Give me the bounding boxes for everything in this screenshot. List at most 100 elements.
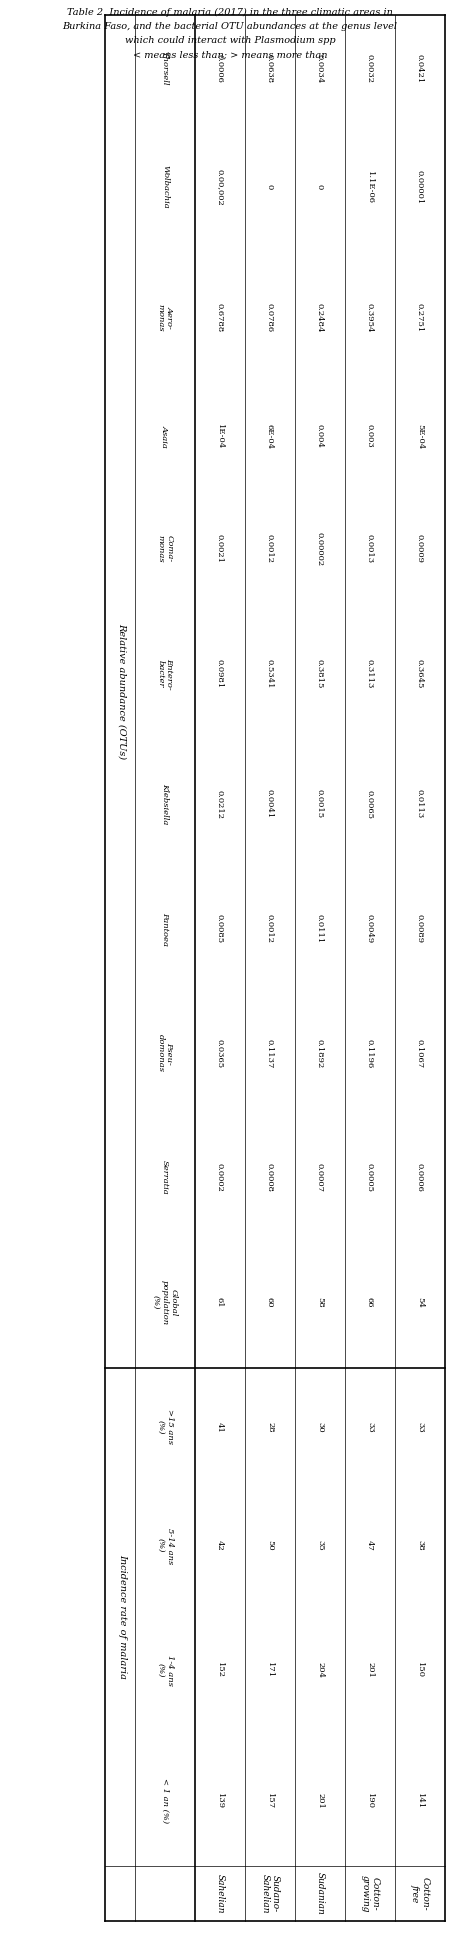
Text: 201: 201	[365, 1663, 373, 1679]
Text: 0.00,002: 0.00,002	[216, 168, 224, 205]
Text: 0.0008: 0.0008	[265, 1164, 274, 1193]
Text: 28: 28	[265, 1421, 274, 1433]
Text: 171: 171	[265, 1663, 274, 1679]
Text: 152: 152	[216, 1663, 224, 1679]
Text: 30: 30	[315, 1421, 323, 1433]
Text: 54: 54	[415, 1297, 423, 1309]
Text: 0.0981: 0.0981	[216, 658, 224, 687]
Text: Sudanian: Sudanian	[315, 1872, 324, 1915]
Text: 33: 33	[415, 1421, 423, 1433]
Text: Coma-
monas: Coma- monas	[156, 534, 173, 563]
Text: 0.0002: 0.0002	[216, 1164, 224, 1193]
Text: 50: 50	[265, 1541, 274, 1551]
Text: Relative abundance (OTUs): Relative abundance (OTUs)	[118, 623, 127, 759]
Text: 0.1137: 0.1137	[265, 1038, 274, 1069]
Text: 0.00001: 0.00001	[415, 170, 423, 203]
Text: 0.6788: 0.6788	[216, 302, 224, 333]
Text: 1-4 ans
(%): 1-4 ans (%)	[156, 1655, 173, 1686]
Text: 0.1196: 0.1196	[365, 1038, 373, 1069]
Text: 0.5341: 0.5341	[265, 658, 274, 689]
Text: 150: 150	[415, 1663, 423, 1679]
Text: 0.3113: 0.3113	[365, 658, 373, 687]
Text: 0.2484: 0.2484	[315, 302, 323, 333]
Text: 0.0113: 0.0113	[415, 790, 423, 819]
Text: 0.0005: 0.0005	[365, 1164, 373, 1193]
Text: 0.1067: 0.1067	[415, 1038, 423, 1069]
Text: < means less than; > means more than: < means less than; > means more than	[133, 50, 326, 58]
Text: 0.0786: 0.0786	[265, 304, 274, 333]
Text: 0.00002: 0.00002	[315, 532, 323, 565]
Text: Sudano-
Sahelian: Sudano- Sahelian	[260, 1874, 279, 1913]
Text: Entero-
bacter: Entero- bacter	[156, 658, 173, 689]
Text: 0.0013: 0.0013	[365, 534, 373, 563]
Text: 0.0421: 0.0421	[415, 54, 423, 83]
Text: 0.3954: 0.3954	[365, 302, 373, 333]
Text: which could interact with Plasmodium spp: which could interact with Plasmodium spp	[124, 37, 335, 45]
Text: 0: 0	[315, 184, 323, 190]
Text: Burkina Faso, and the bacterial OTU abundances at the genus level: Burkina Faso, and the bacterial OTU abun…	[62, 21, 397, 31]
Text: 60: 60	[265, 1297, 274, 1307]
Text: 0.0015: 0.0015	[315, 790, 323, 819]
Text: < 1 an (%): < 1 an (%)	[161, 1777, 168, 1824]
Text: 61: 61	[216, 1297, 224, 1307]
Text: 0.0065: 0.0065	[365, 790, 373, 819]
Text: Cotton-
free: Cotton- free	[409, 1876, 429, 1911]
Text: 0.0041: 0.0041	[265, 790, 274, 819]
Text: Incidence rate of malaria: Incidence rate of malaria	[118, 1555, 127, 1679]
Text: 0.0032: 0.0032	[365, 54, 373, 83]
Text: 47: 47	[365, 1541, 373, 1551]
Text: 1E-04: 1E-04	[216, 424, 224, 449]
Text: 0.0006: 0.0006	[216, 54, 224, 83]
Text: Cotton-
growing: Cotton- growing	[359, 1874, 379, 1913]
Text: 0.0089: 0.0089	[415, 914, 423, 943]
Text: 0.004: 0.004	[315, 424, 323, 447]
Text: 0.0012: 0.0012	[265, 534, 274, 563]
Text: Sahelian: Sahelian	[215, 1874, 224, 1913]
Text: 0.0085: 0.0085	[216, 914, 224, 943]
Text: Klebsiella: Klebsiella	[161, 784, 168, 825]
Text: Pseu-
domonas: Pseu- domonas	[156, 1034, 173, 1073]
Text: 190: 190	[365, 1793, 373, 1808]
Text: 0.0021: 0.0021	[216, 534, 224, 563]
Text: 0.003: 0.003	[365, 424, 373, 447]
Text: 0.0049: 0.0049	[365, 914, 373, 943]
Text: >15 ans
(%): >15 ans (%)	[156, 1409, 173, 1444]
Text: 42: 42	[216, 1541, 224, 1551]
Text: Pantoea: Pantoea	[161, 912, 168, 945]
Text: 0.0006: 0.0006	[415, 1164, 423, 1193]
Text: 6E-04: 6E-04	[265, 424, 274, 449]
Text: 157: 157	[265, 1793, 274, 1808]
Text: Wolbachia: Wolbachia	[161, 165, 168, 209]
Text: 0.0638: 0.0638	[265, 54, 274, 83]
Text: 0.0365: 0.0365	[216, 1038, 224, 1069]
Text: 0.0007: 0.0007	[315, 1164, 323, 1193]
Text: 66: 66	[365, 1297, 373, 1307]
Text: 0.2751: 0.2751	[415, 302, 423, 333]
Text: 38: 38	[415, 1541, 423, 1551]
Text: 141: 141	[415, 1793, 423, 1808]
Text: 0: 0	[265, 184, 274, 190]
Text: 41: 41	[216, 1421, 224, 1433]
Text: 0.0034: 0.0034	[315, 54, 323, 83]
Text: 204: 204	[315, 1663, 323, 1679]
Text: 5E-04: 5E-04	[415, 424, 423, 449]
Text: Asaia: Asaia	[161, 424, 168, 447]
Text: 0.3645: 0.3645	[415, 658, 423, 687]
Text: 0.0212: 0.0212	[216, 790, 224, 819]
Text: 139: 139	[216, 1793, 224, 1808]
Text: 0.0009: 0.0009	[415, 534, 423, 563]
Text: 5-14 ans
(%): 5-14 ans (%)	[156, 1528, 173, 1564]
Text: 58: 58	[315, 1297, 323, 1309]
Text: Global
population
(%): Global population (%)	[151, 1280, 178, 1324]
Text: 0.0012: 0.0012	[265, 914, 274, 943]
Text: 0.3815: 0.3815	[315, 658, 323, 687]
Text: 1.1E-06: 1.1E-06	[365, 170, 373, 203]
Text: 33: 33	[365, 1421, 373, 1433]
Text: 35: 35	[315, 1541, 323, 1551]
Text: Serratia: Serratia	[161, 1160, 168, 1195]
Text: Table 2  Incidence of malaria (2017) in the three climatic areas in: Table 2 Incidence of malaria (2017) in t…	[67, 8, 392, 17]
Text: Aero-
monas: Aero- monas	[156, 304, 173, 331]
Text: Thorsell: Thorsell	[161, 50, 168, 85]
Text: 201: 201	[315, 1793, 323, 1808]
Text: 0.0111: 0.0111	[315, 914, 323, 943]
